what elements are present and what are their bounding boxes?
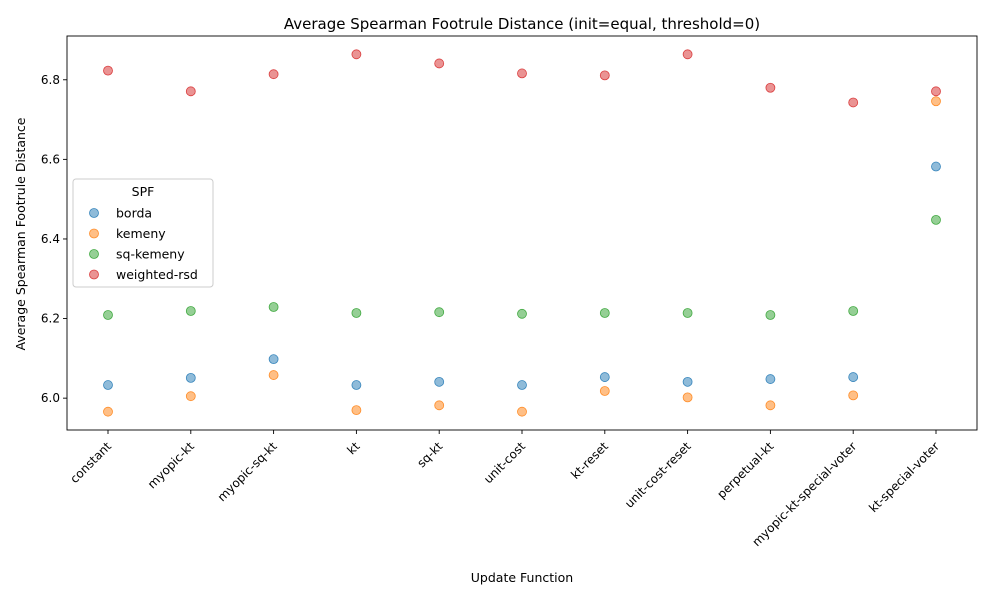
x-axis-ticks: constant myopic-kt myopic-sq-kt kt sq-kt unit… xyxy=(67,430,942,549)
data-point xyxy=(434,376,445,387)
x-tick-label: myopic-kt xyxy=(145,439,197,491)
x-tick-label: myopic-sq-kt xyxy=(215,439,280,504)
data-point xyxy=(517,308,527,319)
series-weighted-rsd xyxy=(103,49,941,108)
data-point xyxy=(434,307,445,318)
legend-label: weighted-rsd xyxy=(116,267,198,282)
y-axis-ticks: 6.0 6.2 6.4 6.6 6.8 xyxy=(41,73,67,405)
data-points xyxy=(103,49,941,417)
data-point xyxy=(599,386,610,396)
legend-label: borda xyxy=(116,206,152,221)
data-point xyxy=(682,376,693,387)
data-point xyxy=(848,306,859,316)
data-point xyxy=(931,214,941,225)
data-point xyxy=(268,69,279,80)
legend: SPF borda kemeny sq-kemeny weighted-rsd xyxy=(72,178,214,288)
series-kemeny xyxy=(103,96,941,417)
y-tick-label: 6.2 xyxy=(41,312,60,326)
data-point xyxy=(268,354,279,365)
data-point xyxy=(848,97,859,108)
data-point xyxy=(103,380,113,390)
y-axis-label: Average Spearman Footrule Distance xyxy=(13,117,28,350)
data-point xyxy=(931,86,941,97)
data-point xyxy=(848,390,859,401)
data-point xyxy=(682,49,693,60)
data-point xyxy=(351,380,362,390)
data-point xyxy=(682,308,693,318)
x-tick-label: constant xyxy=(67,439,114,486)
data-point xyxy=(517,380,527,390)
data-point xyxy=(268,302,279,312)
data-point xyxy=(434,58,445,69)
x-tick-label: kt xyxy=(344,439,362,457)
y-tick-label: 6.4 xyxy=(41,232,60,246)
x-tick-label: perpetual-kt xyxy=(714,439,776,501)
data-point xyxy=(682,392,693,403)
data-point xyxy=(765,400,776,411)
data-point xyxy=(434,400,445,411)
data-point xyxy=(599,372,610,382)
x-tick-label: sq-kt xyxy=(414,439,445,470)
x-axis-label: Update Function xyxy=(471,570,573,585)
x-tick-label: kt-special-voter xyxy=(866,439,942,515)
y-tick-label: 6.6 xyxy=(41,152,60,166)
data-point xyxy=(351,308,362,318)
legend-marker xyxy=(89,249,99,259)
legend-marker xyxy=(89,269,99,280)
data-point xyxy=(185,391,196,402)
legend-marker xyxy=(89,228,99,239)
data-point xyxy=(103,406,113,417)
legend-items: borda kemeny sq-kemeny weighted-rsd xyxy=(89,206,198,282)
y-tick-label: 6.8 xyxy=(41,73,60,87)
legend-box xyxy=(72,178,214,288)
data-point xyxy=(185,306,196,316)
data-point xyxy=(517,406,527,417)
data-point xyxy=(931,96,941,107)
legend-label: sq-kemeny xyxy=(116,247,185,262)
data-point xyxy=(599,308,610,318)
data-point xyxy=(351,405,362,416)
chart-title: Average Spearman Footrule Distance (init… xyxy=(284,15,760,33)
series-borda xyxy=(103,161,941,390)
data-point xyxy=(848,372,859,382)
data-point xyxy=(517,68,527,79)
data-point xyxy=(103,65,113,76)
data-point xyxy=(931,161,941,172)
data-point xyxy=(765,310,776,320)
data-point xyxy=(599,70,610,81)
x-tick-label: unit-cost xyxy=(481,439,528,486)
data-point xyxy=(268,370,279,380)
series-sq-kemeny xyxy=(103,214,941,320)
x-tick-label: unit-cost-reset xyxy=(622,439,694,511)
data-point xyxy=(765,374,776,384)
data-point xyxy=(351,49,362,60)
x-tick-label: kt-reset xyxy=(568,439,611,482)
legend-title: SPF xyxy=(132,184,155,199)
data-point xyxy=(103,310,113,320)
data-point xyxy=(765,82,776,93)
data-point xyxy=(185,372,196,383)
data-point xyxy=(185,86,196,97)
legend-label: kemeny xyxy=(116,226,166,241)
legend-marker xyxy=(89,208,99,218)
y-tick-label: 6.0 xyxy=(41,391,60,405)
